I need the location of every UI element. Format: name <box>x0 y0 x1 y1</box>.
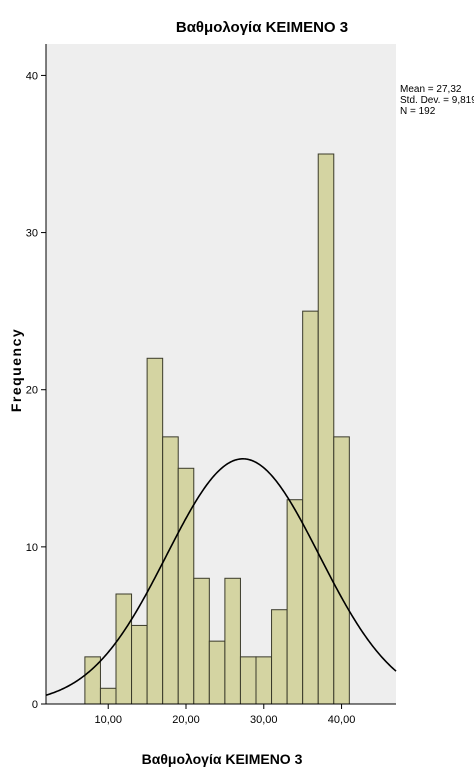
x-tick-label: 20,00 <box>172 714 200 726</box>
histogram-bar-8 <box>193 577 210 705</box>
histogram-bar-17 <box>333 436 350 705</box>
histogram-bar-16 <box>317 153 335 705</box>
y-tick-label: 10 <box>26 542 38 554</box>
stat-line-3: N = 192 <box>400 106 436 117</box>
stat-line-2: Std. Dev. = 9,819 <box>400 95 474 106</box>
y-tick-label: 0 <box>32 699 38 711</box>
histogram-bar-4 <box>131 624 148 705</box>
y-tick-label: 30 <box>26 228 38 240</box>
stat-line-1: Mean = 27,32 <box>400 84 462 95</box>
y-axis-label: Frequency <box>8 328 24 412</box>
histogram-bar-15 <box>302 310 319 705</box>
histogram-bar-14 <box>286 499 304 705</box>
normal-curve <box>45 458 397 696</box>
histogram-bar-9 <box>208 640 226 705</box>
bars-group <box>84 153 350 705</box>
histogram-bar-13 <box>271 609 288 705</box>
x-tick-label: 40,00 <box>328 714 356 726</box>
histogram-bar-12 <box>255 656 273 705</box>
histogram-bar-10 <box>224 577 241 705</box>
histogram-bar-7 <box>177 467 195 705</box>
histogram-bar-5 <box>146 357 164 705</box>
x-axis-label: Βαθμολογία ΚΕΙΜΕΝΟ 3 <box>142 751 303 767</box>
histogram-bar-2 <box>99 687 117 705</box>
x-tick-label: 10,00 <box>94 714 122 726</box>
y-tick-label: 20 <box>26 385 38 397</box>
axes-group: 0 10 20 30 40 10,00 20,00 30,00 40,00 <box>26 44 396 726</box>
histogram-bar-11 <box>239 656 257 705</box>
chart-title: Βαθμολογία ΚΕΙΜΕΝΟ 3 <box>176 19 348 36</box>
histogram-bar-6 <box>162 436 179 705</box>
x-tick-label: 30,00 <box>250 714 278 726</box>
histogram-bar-3 <box>115 593 133 705</box>
y-tick-label: 40 <box>26 70 38 82</box>
